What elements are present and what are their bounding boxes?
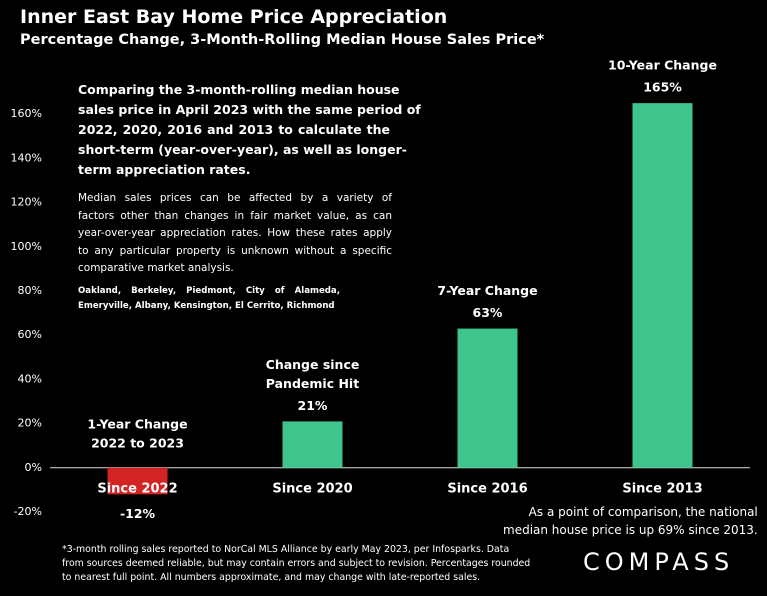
footnote: *3-month rolling sales reported to NorCa… [62, 543, 530, 585]
cities-line: Emeryville, Albany, Kensington, El Cerri… [78, 301, 335, 311]
x-tick-label: Since 2022 [97, 481, 177, 496]
description-line: comparative market analysis. [78, 262, 234, 274]
value-label: 165% [643, 80, 682, 95]
cities-line: Oakland, Berkeley, Piedmont, City of Ala… [78, 286, 340, 296]
y-tick-label: 80% [18, 284, 42, 297]
bar-annotation: 1-Year Change [87, 416, 187, 431]
bar-annotation: 7-Year Change [437, 283, 537, 298]
description-line: term appreciation rates. [78, 162, 251, 177]
y-tick-label: 100% [11, 240, 42, 253]
bar [282, 421, 343, 468]
bar-annotation: 10-Year Change [608, 58, 717, 73]
y-tick-label: -20% [14, 505, 42, 518]
y-tick-label: 140% [11, 151, 42, 164]
comparison-line: median house price is up 69% since 2013. [503, 523, 758, 537]
bar [107, 467, 168, 495]
description-line: factors other than changes in fair marke… [78, 209, 392, 222]
value-label: 21% [298, 398, 328, 413]
description: Comparing the 3-month-rolling median hou… [78, 80, 421, 180]
description-line: Median sales prices can be affected by a… [78, 192, 392, 204]
bar [632, 103, 693, 468]
bar-annotation: Change since [266, 357, 360, 372]
description-line: Comparing the 3-month-rolling median hou… [78, 82, 400, 97]
footnote-line: to nearest full point. All numbers appro… [62, 572, 481, 583]
y-tick-label: 0% [25, 461, 42, 474]
y-tick-label: 160% [11, 107, 42, 120]
y-tick-label: 20% [18, 417, 42, 430]
y-tick-label: 40% [18, 372, 42, 385]
title: Inner East Bay Home Price Appreciation [20, 6, 448, 28]
subtitle: Percentage Change, 3-Month-Rolling Media… [20, 32, 545, 48]
description-line: short-term (year-over-year), as well as … [78, 142, 407, 157]
footnote-line: *3-month rolling sales reported to NorCa… [62, 544, 510, 555]
description-line: sales price in April 2023 with the same … [78, 102, 421, 117]
comparison-line: As a point of comparison, the national [528, 505, 758, 519]
footnote-line: from sources deemed reliable, but may co… [62, 558, 531, 569]
x-tick-label: Since 2020 [272, 481, 352, 496]
value-label: -12% [120, 506, 156, 521]
y-tick-label: 60% [18, 328, 42, 341]
x-tick-label: Since 2013 [622, 481, 702, 496]
cities: Oakland, Berkeley, Piedmont, City of Ala… [78, 284, 340, 314]
bar-annotation: 2022 to 2023 [91, 435, 184, 450]
description: Median sales prices can be affected by a… [78, 190, 392, 278]
comparison-note: As a point of comparison, the national me… [503, 503, 758, 539]
description-line: 2022, 2020, 2016 and 2013 to calculate t… [78, 122, 390, 137]
value-label: 63% [473, 305, 503, 320]
description-line: year-over-year appreciation rates. How t… [78, 227, 392, 239]
x-tick-label: Since 2016 [447, 481, 527, 496]
logo: COMPASS [583, 548, 735, 576]
bar [457, 328, 518, 468]
bar-annotation: Pandemic Hit [266, 376, 359, 391]
description-line: to any particular property is unknown wi… [78, 244, 392, 257]
y-tick-label: 120% [11, 196, 42, 209]
